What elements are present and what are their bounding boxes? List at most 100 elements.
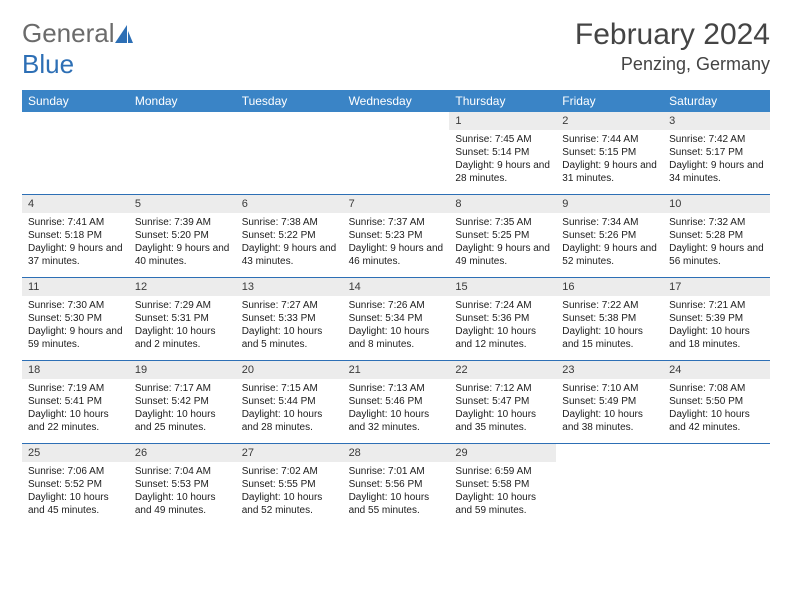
sunset-text: Sunset: 5:23 PM xyxy=(349,229,444,242)
daylight-text: Daylight: 10 hours and 12 minutes. xyxy=(455,325,550,351)
day-cell: 14Sunrise: 7:26 AMSunset: 5:34 PMDayligh… xyxy=(343,278,450,360)
day-number: 24 xyxy=(663,361,770,379)
day-number: 4 xyxy=(22,195,129,213)
daylight-text: Daylight: 10 hours and 32 minutes. xyxy=(349,408,444,434)
day-number: 13 xyxy=(236,278,343,296)
day-cell: 15Sunrise: 7:24 AMSunset: 5:36 PMDayligh… xyxy=(449,278,556,360)
calendar-grid: SundayMondayTuesdayWednesdayThursdayFrid… xyxy=(22,90,770,526)
sunset-text: Sunset: 5:44 PM xyxy=(242,395,337,408)
daylight-text: Daylight: 9 hours and 37 minutes. xyxy=(28,242,123,268)
day-details: Sunrise: 7:02 AMSunset: 5:55 PMDaylight:… xyxy=(236,462,343,523)
day-cell: 5Sunrise: 7:39 AMSunset: 5:20 PMDaylight… xyxy=(129,195,236,277)
daylight-text: Daylight: 10 hours and 18 minutes. xyxy=(669,325,764,351)
sunrise-text: Sunrise: 6:59 AM xyxy=(455,465,550,478)
day-details: Sunrise: 7:41 AMSunset: 5:18 PMDaylight:… xyxy=(22,213,129,274)
sunrise-text: Sunrise: 7:12 AM xyxy=(455,382,550,395)
day-cell: 26Sunrise: 7:04 AMSunset: 5:53 PMDayligh… xyxy=(129,444,236,526)
day-number: 1 xyxy=(449,112,556,130)
daylight-text: Daylight: 10 hours and 38 minutes. xyxy=(562,408,657,434)
day-details: Sunrise: 7:19 AMSunset: 5:41 PMDaylight:… xyxy=(22,379,129,440)
day-number: 26 xyxy=(129,444,236,462)
sunrise-text: Sunrise: 7:45 AM xyxy=(455,133,550,146)
day-number: 16 xyxy=(556,278,663,296)
day-number: 11 xyxy=(22,278,129,296)
day-number: 3 xyxy=(663,112,770,130)
sunrise-text: Sunrise: 7:32 AM xyxy=(669,216,764,229)
sunrise-text: Sunrise: 7:21 AM xyxy=(669,299,764,312)
day-cell: 29Sunrise: 6:59 AMSunset: 5:58 PMDayligh… xyxy=(449,444,556,526)
sunset-text: Sunset: 5:22 PM xyxy=(242,229,337,242)
day-number: 10 xyxy=(663,195,770,213)
day-details: Sunrise: 7:24 AMSunset: 5:36 PMDaylight:… xyxy=(449,296,556,357)
day-number: 20 xyxy=(236,361,343,379)
day-cell xyxy=(22,112,129,194)
day-number: 21 xyxy=(343,361,450,379)
daylight-text: Daylight: 9 hours and 40 minutes. xyxy=(135,242,230,268)
sunset-text: Sunset: 5:49 PM xyxy=(562,395,657,408)
day-cell: 6Sunrise: 7:38 AMSunset: 5:22 PMDaylight… xyxy=(236,195,343,277)
day-cell xyxy=(236,112,343,194)
day-details: Sunrise: 7:04 AMSunset: 5:53 PMDaylight:… xyxy=(129,462,236,523)
sunrise-text: Sunrise: 7:10 AM xyxy=(562,382,657,395)
day-number: 9 xyxy=(556,195,663,213)
day-details: Sunrise: 7:17 AMSunset: 5:42 PMDaylight:… xyxy=(129,379,236,440)
daylight-text: Daylight: 9 hours and 43 minutes. xyxy=(242,242,337,268)
sunrise-text: Sunrise: 7:42 AM xyxy=(669,133,764,146)
day-details: Sunrise: 7:34 AMSunset: 5:26 PMDaylight:… xyxy=(556,213,663,274)
sunset-text: Sunset: 5:33 PM xyxy=(242,312,337,325)
day-number: 22 xyxy=(449,361,556,379)
daylight-text: Daylight: 9 hours and 28 minutes. xyxy=(455,159,550,185)
daylight-text: Daylight: 10 hours and 5 minutes. xyxy=(242,325,337,351)
calendar-week: 25Sunrise: 7:06 AMSunset: 5:52 PMDayligh… xyxy=(22,443,770,526)
sunrise-text: Sunrise: 7:39 AM xyxy=(135,216,230,229)
sunset-text: Sunset: 5:38 PM xyxy=(562,312,657,325)
day-details: Sunrise: 7:26 AMSunset: 5:34 PMDaylight:… xyxy=(343,296,450,357)
daylight-text: Daylight: 10 hours and 45 minutes. xyxy=(28,491,123,517)
sunset-text: Sunset: 5:52 PM xyxy=(28,478,123,491)
daylight-text: Daylight: 10 hours and 15 minutes. xyxy=(562,325,657,351)
daylight-text: Daylight: 10 hours and 28 minutes. xyxy=(242,408,337,434)
day-cell: 18Sunrise: 7:19 AMSunset: 5:41 PMDayligh… xyxy=(22,361,129,443)
day-cell: 24Sunrise: 7:08 AMSunset: 5:50 PMDayligh… xyxy=(663,361,770,443)
day-details: Sunrise: 7:06 AMSunset: 5:52 PMDaylight:… xyxy=(22,462,129,523)
day-details: Sunrise: 7:13 AMSunset: 5:46 PMDaylight:… xyxy=(343,379,450,440)
day-cell xyxy=(663,444,770,526)
sunset-text: Sunset: 5:15 PM xyxy=(562,146,657,159)
sunrise-text: Sunrise: 7:27 AM xyxy=(242,299,337,312)
day-details: Sunrise: 7:32 AMSunset: 5:28 PMDaylight:… xyxy=(663,213,770,274)
day-cell: 11Sunrise: 7:30 AMSunset: 5:30 PMDayligh… xyxy=(22,278,129,360)
sunset-text: Sunset: 5:46 PM xyxy=(349,395,444,408)
day-cell: 16Sunrise: 7:22 AMSunset: 5:38 PMDayligh… xyxy=(556,278,663,360)
day-cell: 19Sunrise: 7:17 AMSunset: 5:42 PMDayligh… xyxy=(129,361,236,443)
day-details: Sunrise: 7:35 AMSunset: 5:25 PMDaylight:… xyxy=(449,213,556,274)
daylight-text: Daylight: 10 hours and 25 minutes. xyxy=(135,408,230,434)
day-cell: 20Sunrise: 7:15 AMSunset: 5:44 PMDayligh… xyxy=(236,361,343,443)
daylight-text: Daylight: 9 hours and 49 minutes. xyxy=(455,242,550,268)
day-number: 18 xyxy=(22,361,129,379)
sunrise-text: Sunrise: 7:37 AM xyxy=(349,216,444,229)
day-details: Sunrise: 7:38 AMSunset: 5:22 PMDaylight:… xyxy=(236,213,343,274)
daylight-text: Daylight: 9 hours and 59 minutes. xyxy=(28,325,123,351)
day-number: 29 xyxy=(449,444,556,462)
daylight-text: Daylight: 10 hours and 35 minutes. xyxy=(455,408,550,434)
sunrise-text: Sunrise: 7:08 AM xyxy=(669,382,764,395)
day-cell xyxy=(343,112,450,194)
day-details: Sunrise: 7:27 AMSunset: 5:33 PMDaylight:… xyxy=(236,296,343,357)
day-details: Sunrise: 7:22 AMSunset: 5:38 PMDaylight:… xyxy=(556,296,663,357)
sunset-text: Sunset: 5:20 PM xyxy=(135,229,230,242)
sunset-text: Sunset: 5:31 PM xyxy=(135,312,230,325)
day-cell: 7Sunrise: 7:37 AMSunset: 5:23 PMDaylight… xyxy=(343,195,450,277)
day-details: Sunrise: 7:01 AMSunset: 5:56 PMDaylight:… xyxy=(343,462,450,523)
sunset-text: Sunset: 5:14 PM xyxy=(455,146,550,159)
weekday-header: Friday xyxy=(556,90,663,112)
day-cell: 8Sunrise: 7:35 AMSunset: 5:25 PMDaylight… xyxy=(449,195,556,277)
day-details: Sunrise: 7:44 AMSunset: 5:15 PMDaylight:… xyxy=(556,130,663,191)
sunrise-text: Sunrise: 7:41 AM xyxy=(28,216,123,229)
sunrise-text: Sunrise: 7:38 AM xyxy=(242,216,337,229)
sunset-text: Sunset: 5:17 PM xyxy=(669,146,764,159)
calendar-week: 11Sunrise: 7:30 AMSunset: 5:30 PMDayligh… xyxy=(22,277,770,360)
daylight-text: Daylight: 9 hours and 31 minutes. xyxy=(562,159,657,185)
day-cell: 2Sunrise: 7:44 AMSunset: 5:15 PMDaylight… xyxy=(556,112,663,194)
daylight-text: Daylight: 10 hours and 42 minutes. xyxy=(669,408,764,434)
sunrise-text: Sunrise: 7:26 AM xyxy=(349,299,444,312)
